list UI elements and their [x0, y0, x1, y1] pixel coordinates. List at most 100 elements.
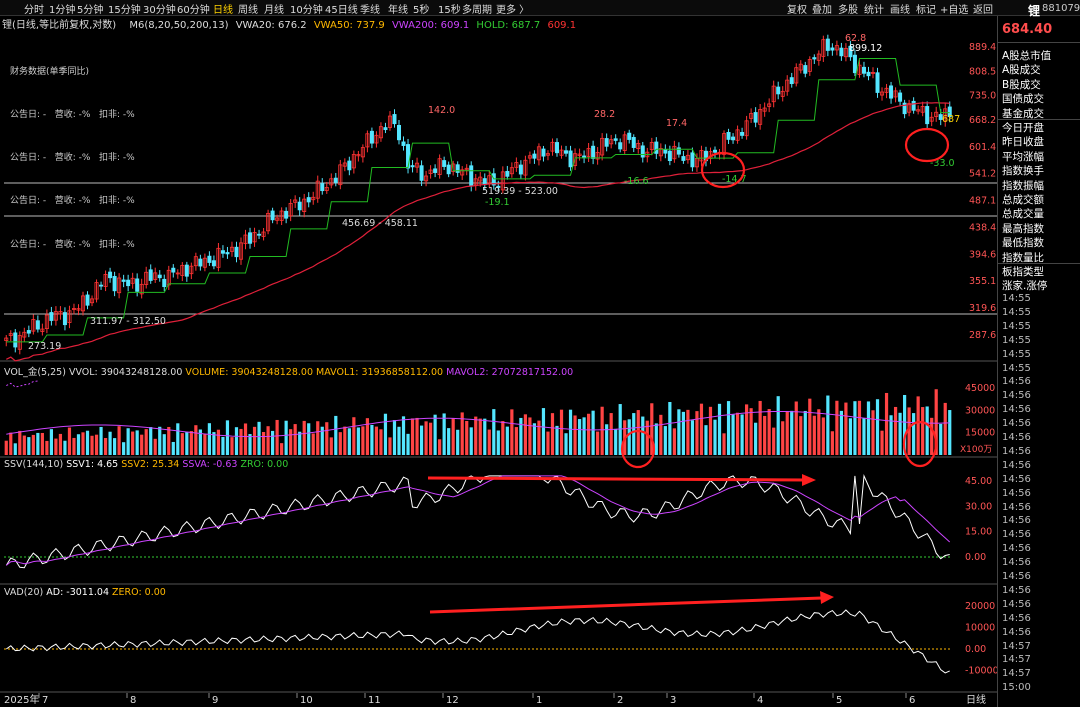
sidebar-item[interactable]: 最低指数 — [1002, 237, 1044, 250]
sidebar-item[interactable]: 基金成交 — [1002, 107, 1044, 120]
volume-bar — [474, 416, 478, 455]
sidebar-item[interactable]: 昨日收盘 — [1002, 136, 1044, 149]
sidebar-item[interactable]: 国债成交 — [1002, 93, 1044, 106]
period-tab[interactable]: 季线 — [360, 5, 380, 16]
period-tab[interactable]: 15分钟 — [108, 5, 141, 16]
sidebar-item[interactable]: 涨家.涨停 — [1002, 280, 1048, 293]
volume-bar — [320, 426, 324, 455]
candle-body — [938, 114, 943, 120]
toolbar-button[interactable]: 多股 — [838, 5, 858, 16]
period-tab[interactable]: 年线 — [388, 5, 408, 16]
financial-data-row: 公告日: - 营收: -% 扣非: -% — [10, 153, 135, 164]
volume-bar — [424, 421, 428, 455]
sidebar-item[interactable]: B股成交 — [1002, 78, 1041, 91]
vol-mavol2: MAVOL2: 27072817152.00 — [446, 367, 574, 378]
candle-body — [613, 138, 618, 141]
sidebar-item[interactable]: 总成交量 — [1002, 208, 1044, 221]
time-tick: 14:56 — [1002, 529, 1031, 541]
volume-bar — [180, 433, 184, 455]
toolbar-button[interactable]: 返回 — [973, 5, 993, 16]
sidebar-divider — [998, 42, 1080, 43]
candle-body — [67, 310, 72, 323]
sidebar-item[interactable]: 总成交额 — [1002, 194, 1044, 206]
volume-bar — [316, 421, 320, 455]
sidebar-item[interactable]: 平均涨幅 — [1002, 150, 1044, 163]
candle-body — [785, 79, 790, 92]
volume-bar — [239, 428, 243, 455]
period-tab[interactable]: 10分钟 — [290, 5, 323, 16]
sidebar-item[interactable]: 最高指数 — [1002, 222, 1044, 235]
period-tab[interactable]: 30分钟 — [143, 5, 176, 16]
volume-bar — [162, 434, 166, 455]
candle-body — [49, 312, 54, 321]
period-tab[interactable]: 60分钟 — [177, 5, 210, 16]
candle-body — [446, 164, 451, 175]
chart-title: 锂(日线,等比前复权,对数) — [2, 20, 117, 31]
toolbar-button[interactable]: 标记 — [916, 5, 936, 16]
sidebar-item[interactable]: 指数量比 — [1002, 251, 1044, 264]
volume-bar — [13, 443, 17, 455]
candle-body — [333, 177, 338, 183]
toolbar-button[interactable]: 画线 — [890, 5, 910, 16]
period-tab[interactable]: 日线 — [213, 5, 233, 16]
candle-body — [559, 149, 564, 156]
volume-bar — [76, 434, 81, 455]
candle-body — [374, 134, 379, 144]
volume-bar — [203, 434, 207, 455]
sidebar-item[interactable]: 板指类型 — [1002, 266, 1044, 278]
x-axis-label: 5 — [836, 695, 842, 706]
volume-bar — [541, 408, 546, 455]
toolbar-button[interactable]: 统计 — [864, 5, 884, 16]
toolbar-button[interactable]: +自选 — [940, 5, 969, 16]
period-tab[interactable]: 5秒 — [413, 5, 430, 16]
period-tab[interactable]: 5分钟 — [77, 5, 104, 16]
candle-body — [798, 63, 803, 71]
candle-body — [925, 106, 930, 125]
candle-body — [663, 149, 668, 154]
x-axis-label: 6 — [909, 695, 915, 706]
time-tick: 14:56 — [1002, 501, 1031, 513]
candle-body — [672, 145, 677, 160]
time-tick: 14:56 — [1002, 598, 1031, 610]
candle-body — [478, 176, 483, 182]
candle-body — [568, 150, 573, 168]
volume-bar — [266, 426, 270, 455]
candle-body — [514, 162, 519, 168]
toolbar-button[interactable]: 复权 — [787, 5, 807, 16]
volume-bar — [27, 437, 31, 455]
period-tab[interactable]: 月线 — [264, 5, 284, 16]
candle-body — [658, 148, 663, 157]
ssv1-line — [5, 473, 950, 569]
volume-bar — [456, 429, 460, 455]
period-tab[interactable]: 分时 — [24, 5, 44, 16]
candle-body — [753, 112, 758, 123]
volume-bar — [171, 441, 175, 455]
sidebar-item[interactable]: 今日开盘 — [1002, 122, 1044, 134]
candle-body — [338, 164, 343, 186]
sidebar-item[interactable]: 指数振幅 — [1002, 179, 1044, 192]
period-tab[interactable]: 周线 — [238, 5, 258, 16]
period-tab[interactable]: 更多 〉 — [496, 5, 530, 16]
candle-body — [207, 255, 212, 263]
period-tab[interactable]: 1分钟 — [49, 5, 76, 16]
sidebar-item[interactable]: 指数换手 — [1002, 165, 1044, 178]
sidebar-item[interactable]: A股成交 — [1002, 64, 1041, 77]
volume-bar — [9, 432, 13, 455]
period-tab[interactable]: 多周期 — [462, 5, 492, 16]
time-tick: 14:56 — [1002, 432, 1031, 443]
candle-body — [911, 100, 916, 111]
period-tab[interactable]: 15秒 — [438, 5, 461, 16]
ssva-line — [5, 475, 951, 566]
volume-bar — [781, 421, 785, 455]
candle-body — [243, 234, 248, 245]
volume-bar — [609, 413, 613, 455]
toolbar-button[interactable]: 叠加 — [812, 5, 832, 16]
candle-body — [555, 142, 560, 154]
sidebar-item[interactable]: A股总市值 — [1002, 50, 1052, 62]
volume-bar — [153, 438, 157, 455]
period-tab[interactable]: 45日线 — [325, 5, 358, 16]
candle-body — [541, 148, 546, 157]
volume-bar — [257, 421, 261, 455]
candle-body — [238, 242, 243, 260]
time-tick: 14:56 — [1002, 571, 1031, 582]
